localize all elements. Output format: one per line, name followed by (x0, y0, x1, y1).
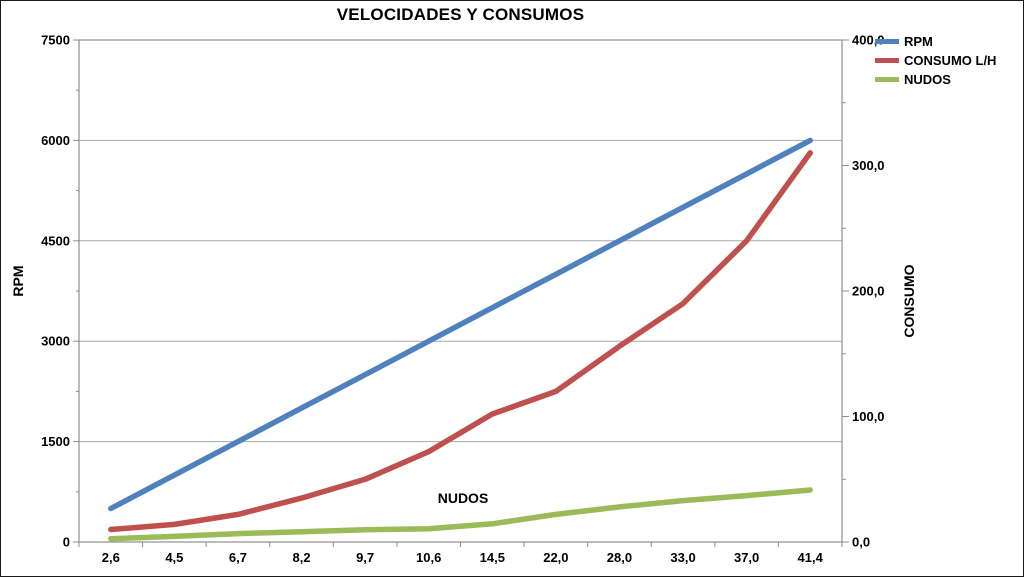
consumo-line-swatch-icon (875, 58, 899, 63)
left-axis-tick-label: 6000 (41, 133, 70, 148)
legend-item-nudos: NUDOS (875, 70, 996, 89)
legend-label: NUDOS (904, 72, 951, 87)
right-axis-tick-label: 300,0 (852, 158, 885, 173)
left-axis-tick-label: 7500 (41, 33, 70, 48)
right-axis-tick-label: 100,0 (852, 409, 885, 424)
x-axis-tick-label: 6,7 (229, 550, 247, 565)
nudos-annotation: NUDOS (437, 490, 489, 506)
x-axis-tick-label: 41,4 (798, 550, 824, 565)
rpm-line (108, 137, 813, 512)
legend-item-rpm: RPM (875, 32, 996, 51)
chart-title: VELOCIDADES Y CONSUMOS (336, 5, 585, 24)
nudos-line (108, 487, 813, 542)
consumo-l-h-line (108, 150, 813, 533)
rpm-line-swatch-icon (875, 39, 899, 44)
right-axis-tick-label: 0,0 (852, 535, 870, 550)
x-axis-tick-label: 33,0 (670, 550, 695, 565)
legend: RPM CONSUMO L/H NUDOS (875, 32, 996, 89)
left-axis-tick-label: 0 (63, 535, 70, 550)
nudos-line-swatch-icon (875, 77, 899, 82)
x-axis-tick-label: 4,5 (165, 550, 183, 565)
x-axis-tick-label: 8,2 (293, 550, 311, 565)
right-axis-title: CONSUMO (901, 264, 917, 338)
right-axis-tick-label: 200,0 (852, 284, 885, 299)
legend-item-consumo: CONSUMO L/H (875, 51, 996, 70)
x-axis-tick-label: 9,7 (356, 550, 374, 565)
left-axis-tick-label: 1500 (41, 434, 70, 449)
x-axis-tick-label: 10,6 (416, 550, 441, 565)
left-axis-title: RPM (10, 265, 26, 297)
x-axis-tick-label: 2,6 (102, 550, 120, 565)
x-axis-tick-label: 37,0 (734, 550, 759, 565)
left-axis-tick-label: 4500 (41, 233, 70, 248)
x-axis-tick-label: 14,5 (480, 550, 505, 565)
legend-label: CONSUMO L/H (904, 53, 997, 68)
x-axis-tick-label: 22,0 (543, 550, 568, 565)
left-axis-tick-label: 3000 (41, 334, 70, 349)
legend-label: RPM (904, 34, 933, 49)
x-axis-tick-label: 28,0 (607, 550, 632, 565)
